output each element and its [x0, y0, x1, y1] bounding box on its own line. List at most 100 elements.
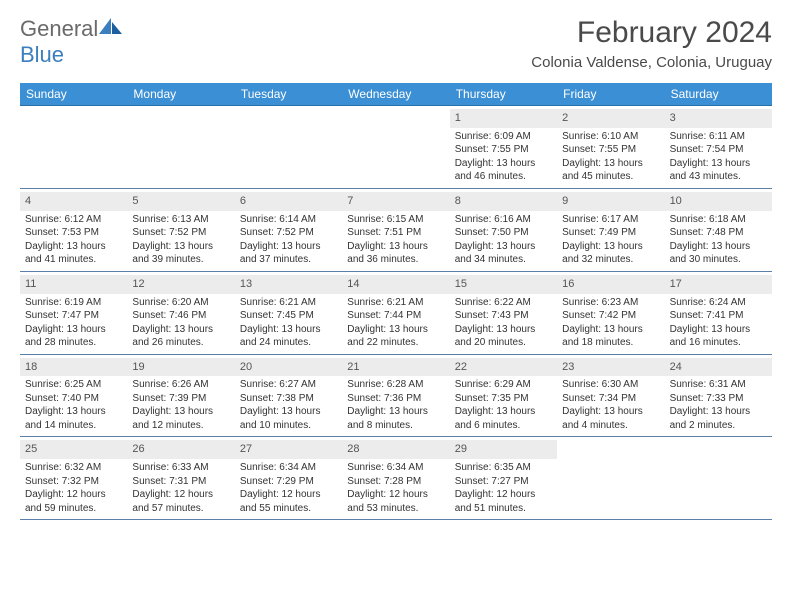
- sunrise-text: Sunrise: 6:14 AM: [240, 213, 338, 227]
- day-number: 4: [20, 192, 127, 211]
- day-header: Monday: [127, 83, 234, 106]
- sunrise-text: Sunrise: 6:18 AM: [670, 213, 768, 227]
- day-cell: 6Sunrise: 6:14 AMSunset: 7:52 PMDaylight…: [235, 189, 342, 272]
- day-cell: 19Sunrise: 6:26 AMSunset: 7:39 PMDayligh…: [127, 355, 234, 438]
- day-number: 27: [235, 440, 342, 459]
- day-number: 17: [665, 275, 772, 294]
- day-cell: 2Sunrise: 6:10 AMSunset: 7:55 PMDaylight…: [557, 106, 664, 189]
- logo-part1: General: [20, 16, 98, 41]
- day-cell: 24Sunrise: 6:31 AMSunset: 7:33 PMDayligh…: [665, 355, 772, 438]
- sunset-text: Sunset: 7:40 PM: [25, 392, 123, 406]
- day-cell: .: [20, 106, 127, 189]
- sunrise-text: Sunrise: 6:35 AM: [455, 461, 553, 475]
- sunrise-text: Sunrise: 6:16 AM: [455, 213, 553, 227]
- day-cell: 8 Sunrise: 6:16 AMSunset: 7:50 PMDaylight…: [450, 189, 557, 272]
- sunset-text: Sunset: 7:50 PM: [455, 226, 553, 240]
- day-header: Friday: [557, 83, 664, 106]
- day-number: 15: [450, 275, 557, 294]
- location: Colonia Valdense, Colonia, Uruguay: [531, 54, 772, 71]
- daylight-text: Daylight: 13 hours and 41 minutes.: [25, 240, 123, 267]
- sunrise-text: Sunrise: 6:29 AM: [455, 378, 553, 392]
- sunset-text: Sunset: 7:38 PM: [240, 392, 338, 406]
- day-cell: .: [557, 437, 664, 520]
- daylight-text: Daylight: 13 hours and 22 minutes.: [347, 323, 445, 350]
- sunset-text: Sunset: 7:47 PM: [25, 309, 123, 323]
- day-cell: .: [127, 106, 234, 189]
- sunrise-text: Sunrise: 6:31 AM: [670, 378, 768, 392]
- daylight-text: Daylight: 13 hours and 46 minutes.: [455, 157, 553, 184]
- sunrise-text: Sunrise: 6:27 AM: [240, 378, 338, 392]
- week-row: 4Sunrise: 6:12 AMSunset: 7:53 PMDaylight…: [20, 189, 772, 272]
- daylight-text: Daylight: 13 hours and 12 minutes.: [132, 405, 230, 432]
- sunrise-text: Sunrise: 6:30 AM: [562, 378, 660, 392]
- day-number: 8: [450, 192, 557, 211]
- day-cell: 9Sunrise: 6:17 AMSunset: 7:49 PMDaylight…: [557, 189, 664, 272]
- day-number: 19: [127, 358, 234, 377]
- day-number: 29: [450, 440, 557, 459]
- day-number: 28: [342, 440, 449, 459]
- day-cell: 20Sunrise: 6:27 AMSunset: 7:38 PMDayligh…: [235, 355, 342, 438]
- day-cell: .: [665, 437, 772, 520]
- daylight-text: Daylight: 13 hours and 39 minutes.: [132, 240, 230, 267]
- sunrise-text: Sunrise: 6:21 AM: [240, 296, 338, 310]
- day-cell: 14Sunrise: 6:21 AMSunset: 7:44 PMDayligh…: [342, 272, 449, 355]
- day-number: 7: [342, 192, 449, 211]
- day-header: Thursday: [450, 83, 557, 106]
- day-cell: 12Sunrise: 6:20 AMSunset: 7:46 PMDayligh…: [127, 272, 234, 355]
- sunset-text: Sunset: 7:52 PM: [132, 226, 230, 240]
- daylight-text: Daylight: 13 hours and 37 minutes.: [240, 240, 338, 267]
- day-cell: 7Sunrise: 6:15 AMSunset: 7:51 PMDaylight…: [342, 189, 449, 272]
- sunrise-text: Sunrise: 6:09 AM: [455, 130, 553, 144]
- sunrise-text: Sunrise: 6:11 AM: [670, 130, 768, 144]
- daylight-text: Daylight: 13 hours and 34 minutes.: [455, 240, 553, 267]
- sunset-text: Sunset: 7:48 PM: [670, 226, 768, 240]
- day-number: 26: [127, 440, 234, 459]
- daylight-text: Daylight: 13 hours and 20 minutes.: [455, 323, 553, 350]
- day-number: 3: [665, 109, 772, 128]
- day-header: Wednesday: [342, 83, 449, 106]
- day-cell: 25Sunrise: 6:32 AMSunset: 7:32 PMDayligh…: [20, 437, 127, 520]
- sunrise-text: Sunrise: 6:34 AM: [240, 461, 338, 475]
- day-cell: 4Sunrise: 6:12 AMSunset: 7:53 PMDaylight…: [20, 189, 127, 272]
- day-cell: 3Sunrise: 6:11 AMSunset: 7:54 PMDaylight…: [665, 106, 772, 189]
- sunrise-text: Sunrise: 6:32 AM: [25, 461, 123, 475]
- day-number: 24: [665, 358, 772, 377]
- sunrise-text: Sunrise: 6:19 AM: [25, 296, 123, 310]
- logo-part2: Blue: [20, 42, 64, 67]
- calendar: Sunday Monday Tuesday Wednesday Thursday…: [20, 83, 772, 520]
- day-cell: 16Sunrise: 6:23 AMSunset: 7:42 PMDayligh…: [557, 272, 664, 355]
- day-cell: 11Sunrise: 6:19 AMSunset: 7:47 PMDayligh…: [20, 272, 127, 355]
- daylight-text: Daylight: 13 hours and 6 minutes.: [455, 405, 553, 432]
- sunset-text: Sunset: 7:29 PM: [240, 475, 338, 489]
- logo-sail-icon: [98, 16, 124, 36]
- day-number: 13: [235, 275, 342, 294]
- day-number: 18: [20, 358, 127, 377]
- daylight-text: Daylight: 13 hours and 4 minutes.: [562, 405, 660, 432]
- day-cell: 27Sunrise: 6:34 AMSunset: 7:29 PMDayligh…: [235, 437, 342, 520]
- day-number: 9: [557, 192, 664, 211]
- sunset-text: Sunset: 7:41 PM: [670, 309, 768, 323]
- day-cell: 5Sunrise: 6:13 AMSunset: 7:52 PMDaylight…: [127, 189, 234, 272]
- daylight-text: Daylight: 13 hours and 24 minutes.: [240, 323, 338, 350]
- day-number: 21: [342, 358, 449, 377]
- sunset-text: Sunset: 7:34 PM: [562, 392, 660, 406]
- sunrise-text: Sunrise: 6:25 AM: [25, 378, 123, 392]
- sunset-text: Sunset: 7:31 PM: [132, 475, 230, 489]
- day-header: Saturday: [665, 83, 772, 106]
- sunrise-text: Sunrise: 6:23 AM: [562, 296, 660, 310]
- day-cell: 26Sunrise: 6:33 AMSunset: 7:31 PMDayligh…: [127, 437, 234, 520]
- header: General Blue February 2024 Colonia Valde…: [20, 16, 772, 71]
- day-header-row: Sunday Monday Tuesday Wednesday Thursday…: [20, 83, 772, 106]
- sunrise-text: Sunrise: 6:34 AM: [347, 461, 445, 475]
- sunrise-text: Sunrise: 6:26 AM: [132, 378, 230, 392]
- sunset-text: Sunset: 7:28 PM: [347, 475, 445, 489]
- day-cell: .: [342, 106, 449, 189]
- page-title: February 2024: [531, 16, 772, 50]
- daylight-text: Daylight: 13 hours and 10 minutes.: [240, 405, 338, 432]
- day-number: 5: [127, 192, 234, 211]
- sunrise-text: Sunrise: 6:28 AM: [347, 378, 445, 392]
- sunrise-text: Sunrise: 6:17 AM: [562, 213, 660, 227]
- sunset-text: Sunset: 7:45 PM: [240, 309, 338, 323]
- daylight-text: Daylight: 13 hours and 2 minutes.: [670, 405, 768, 432]
- day-number: 11: [20, 275, 127, 294]
